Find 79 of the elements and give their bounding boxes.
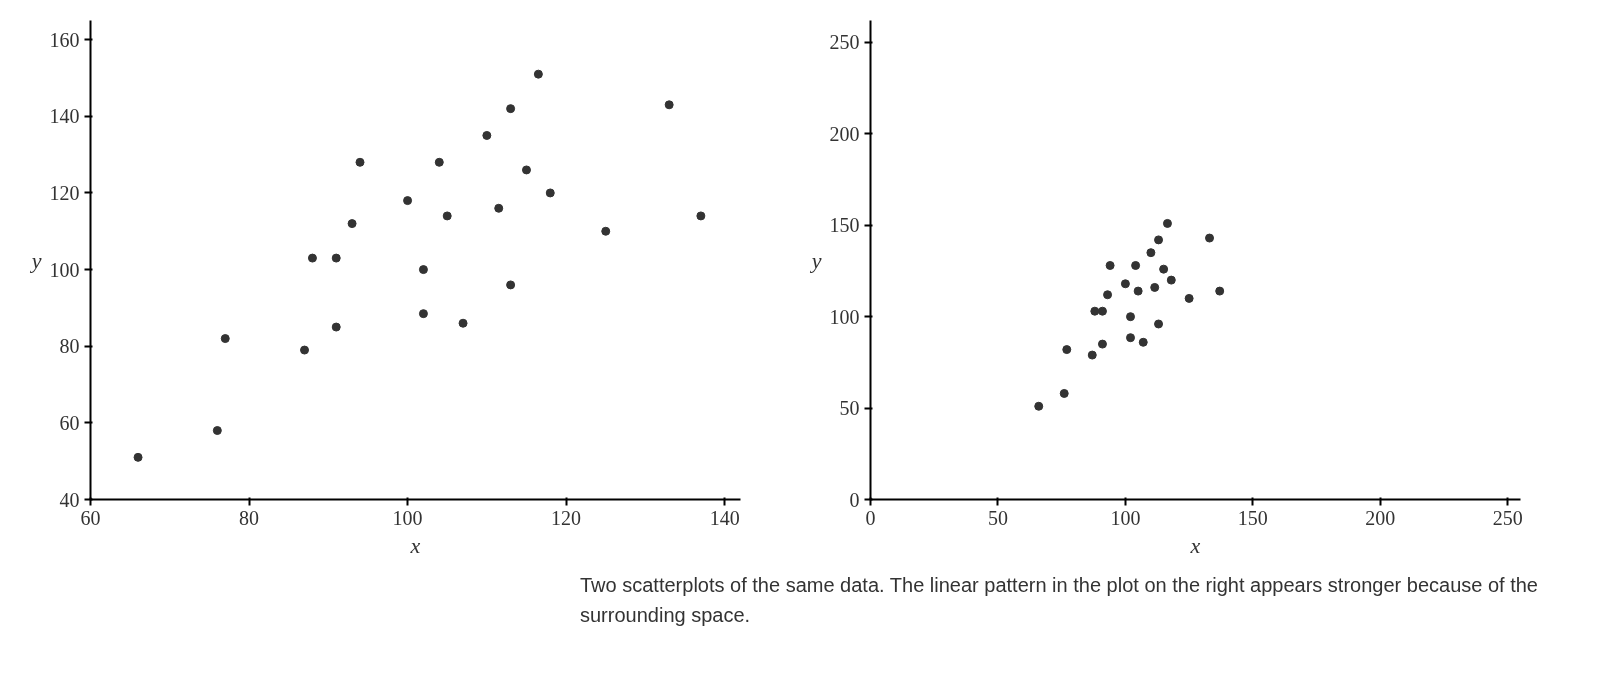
point — [506, 280, 516, 290]
point — [1097, 306, 1107, 316]
point — [1103, 290, 1113, 300]
x-tick-label: 120 — [551, 506, 582, 529]
point — [1126, 333, 1135, 343]
point — [482, 130, 492, 140]
point — [300, 345, 310, 355]
point — [1105, 260, 1115, 270]
point — [1162, 218, 1172, 228]
point — [1205, 233, 1215, 243]
x-tick-label: 100 — [1110, 506, 1141, 529]
x-tick-label: 200 — [1365, 506, 1396, 529]
point — [434, 157, 444, 167]
y-axis-title: y — [29, 247, 42, 273]
x-tick-label: 140 — [709, 506, 740, 529]
point — [1133, 286, 1143, 296]
point — [506, 104, 516, 114]
point — [212, 426, 222, 436]
point — [1138, 337, 1148, 347]
point — [494, 203, 504, 213]
y-axis-title: y — [809, 247, 822, 273]
point — [1146, 248, 1156, 258]
point — [1184, 293, 1194, 303]
x-tick-label: 50 — [987, 506, 1008, 529]
point — [545, 188, 555, 198]
y-tick-label: 200 — [829, 122, 860, 145]
x-tick-label: 250 — [1492, 506, 1523, 529]
point — [1215, 286, 1225, 296]
y-tick-label: 80 — [59, 335, 80, 358]
point — [418, 265, 428, 275]
x-tick-label: 0 — [865, 506, 876, 529]
y-tick-label: 60 — [59, 411, 80, 434]
y-tick-label: 120 — [49, 181, 80, 204]
point — [1154, 235, 1164, 245]
point — [1097, 339, 1107, 349]
point — [355, 157, 365, 167]
x-tick-label: 100 — [392, 506, 423, 529]
y-tick-label: 100 — [829, 305, 860, 328]
y-tick-label: 150 — [829, 214, 860, 237]
point — [521, 165, 531, 175]
y-tick-label: 100 — [49, 258, 80, 281]
point — [220, 334, 230, 344]
x-axis-title: x — [1189, 532, 1201, 558]
y-tick-label: 50 — [839, 397, 860, 420]
y-tick-label: 250 — [829, 31, 860, 54]
point — [664, 100, 674, 110]
point — [133, 452, 143, 462]
point — [1090, 306, 1100, 316]
point — [1059, 388, 1069, 398]
point — [1150, 282, 1160, 292]
point — [1126, 312, 1135, 322]
point — [307, 253, 317, 263]
y-tick-label: 40 — [59, 488, 80, 511]
point — [442, 211, 452, 221]
point — [403, 196, 413, 206]
x-axis-title: x — [409, 532, 421, 558]
point — [1166, 275, 1176, 285]
y-tick-label: 0 — [849, 488, 860, 511]
point — [1087, 350, 1097, 360]
point — [418, 309, 428, 319]
point — [533, 69, 543, 79]
point — [601, 226, 611, 236]
y-tick-label: 160 — [49, 28, 80, 51]
point — [1120, 279, 1130, 289]
text: Two scatterplots of the same data. The linear pattern in the plot on the right appears stronger because of the surrounding space. — [580, 573, 1539, 628]
point — [458, 318, 468, 328]
point — [696, 211, 706, 221]
point — [331, 253, 341, 263]
point — [347, 219, 357, 229]
point — [331, 322, 341, 332]
point — [1062, 345, 1072, 355]
point — [1159, 264, 1169, 274]
y-tick-label: 140 — [49, 105, 80, 128]
x-tick-label: 60 — [80, 506, 101, 529]
x-tick-label: 150 — [1237, 506, 1268, 529]
x-tick-label: 80 — [239, 506, 260, 529]
point — [1154, 319, 1164, 329]
point — [1034, 401, 1044, 411]
point — [1131, 260, 1141, 270]
